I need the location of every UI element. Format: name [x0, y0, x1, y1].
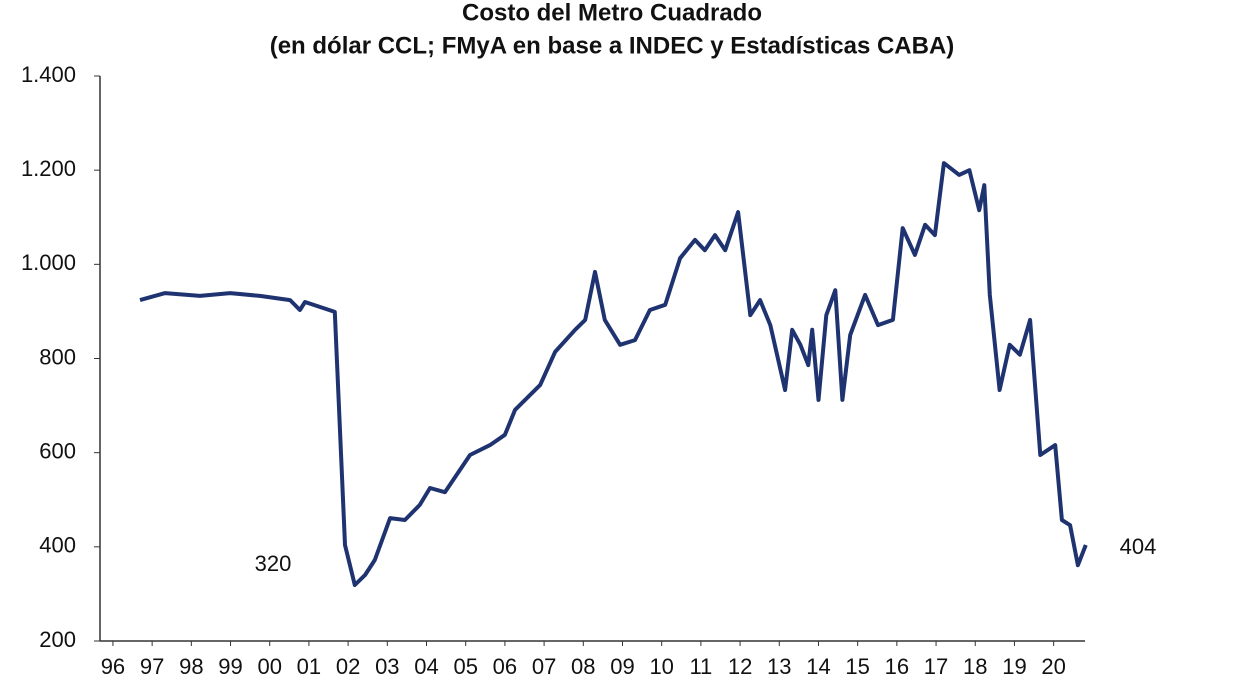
x-tick-label: 97: [140, 654, 164, 679]
x-tick-label: 15: [845, 654, 869, 679]
x-tick-label: 99: [218, 654, 242, 679]
annotation: 320: [255, 551, 292, 576]
y-tick-label: 1.000: [21, 250, 76, 275]
x-tick-label: 02: [336, 654, 360, 679]
x-tick-label: 10: [649, 654, 673, 679]
x-tick-label: 19: [1002, 654, 1026, 679]
x-tick-label: 05: [453, 654, 477, 679]
x-tick-label: 14: [806, 654, 830, 679]
x-tick-label: 07: [532, 654, 556, 679]
x-tick-label: 03: [375, 654, 399, 679]
x-tick-label: 16: [885, 654, 909, 679]
x-tick-label: 96: [101, 654, 125, 679]
y-tick-label: 800: [39, 344, 76, 369]
x-tick-label: 98: [179, 654, 203, 679]
annotation: 404: [1120, 534, 1157, 559]
x-tick-label: 04: [414, 654, 438, 679]
y-tick-label: 600: [39, 438, 76, 463]
chart-subtitle: (en dólar CCL; FMyA en base a INDEC y Es…: [270, 32, 955, 59]
x-tick-label: 13: [767, 654, 791, 679]
y-tick-label: 1.200: [21, 156, 76, 181]
line: [139, 161, 1088, 587]
x-tick-label: 01: [297, 654, 321, 679]
chart-title: Costo del Metro Cuadrado: [462, 0, 762, 26]
x-tick-label: 09: [610, 654, 634, 679]
x-tick-label: 20: [1041, 654, 1065, 679]
x-tick-label: 17: [924, 654, 948, 679]
y-tick-label: 400: [39, 533, 76, 558]
x-tick-label: 12: [728, 654, 752, 679]
y-tick-label: 200: [39, 627, 76, 652]
x-tick-label: 00: [257, 654, 281, 679]
x-tick-label: 08: [571, 654, 595, 679]
x-tick-label: 11: [689, 654, 712, 679]
x-tick-label: 06: [493, 654, 517, 679]
x-tick-label: 18: [963, 654, 987, 679]
y-tick-label: 1.400: [21, 62, 76, 87]
